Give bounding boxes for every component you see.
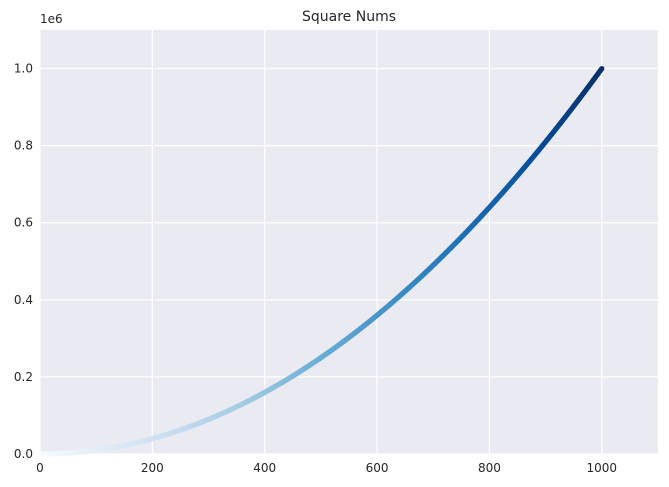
data-points xyxy=(37,65,605,457)
x-tick-label: 400 xyxy=(253,461,276,475)
chart-title: Square Nums xyxy=(302,9,396,25)
y-tick-label: 0.4 xyxy=(14,293,33,307)
x-tick-labels: 0 200 400 600 800 1000 xyxy=(36,461,617,475)
x-tick-label: 600 xyxy=(366,461,389,475)
y-offset-label: 1e6 xyxy=(40,12,63,26)
y-tick-label: 0.2 xyxy=(14,370,33,384)
y-tick-labels: 0.0 0.2 0.4 0.6 0.8 1.0 xyxy=(14,62,33,461)
grid-lines xyxy=(39,30,658,455)
data-point xyxy=(599,65,605,72)
x-tick-label: 0 xyxy=(36,461,44,475)
y-tick-label: 1.0 xyxy=(14,62,33,76)
x-tick-label: 200 xyxy=(141,461,164,475)
y-tick-label: 0.8 xyxy=(14,139,33,153)
y-tick-label: 0.6 xyxy=(14,216,33,230)
x-tick-label: 1000 xyxy=(587,461,618,475)
plot-background xyxy=(40,30,658,454)
y-tick-label: 0.0 xyxy=(14,447,33,461)
x-tick-label: 800 xyxy=(478,461,501,475)
